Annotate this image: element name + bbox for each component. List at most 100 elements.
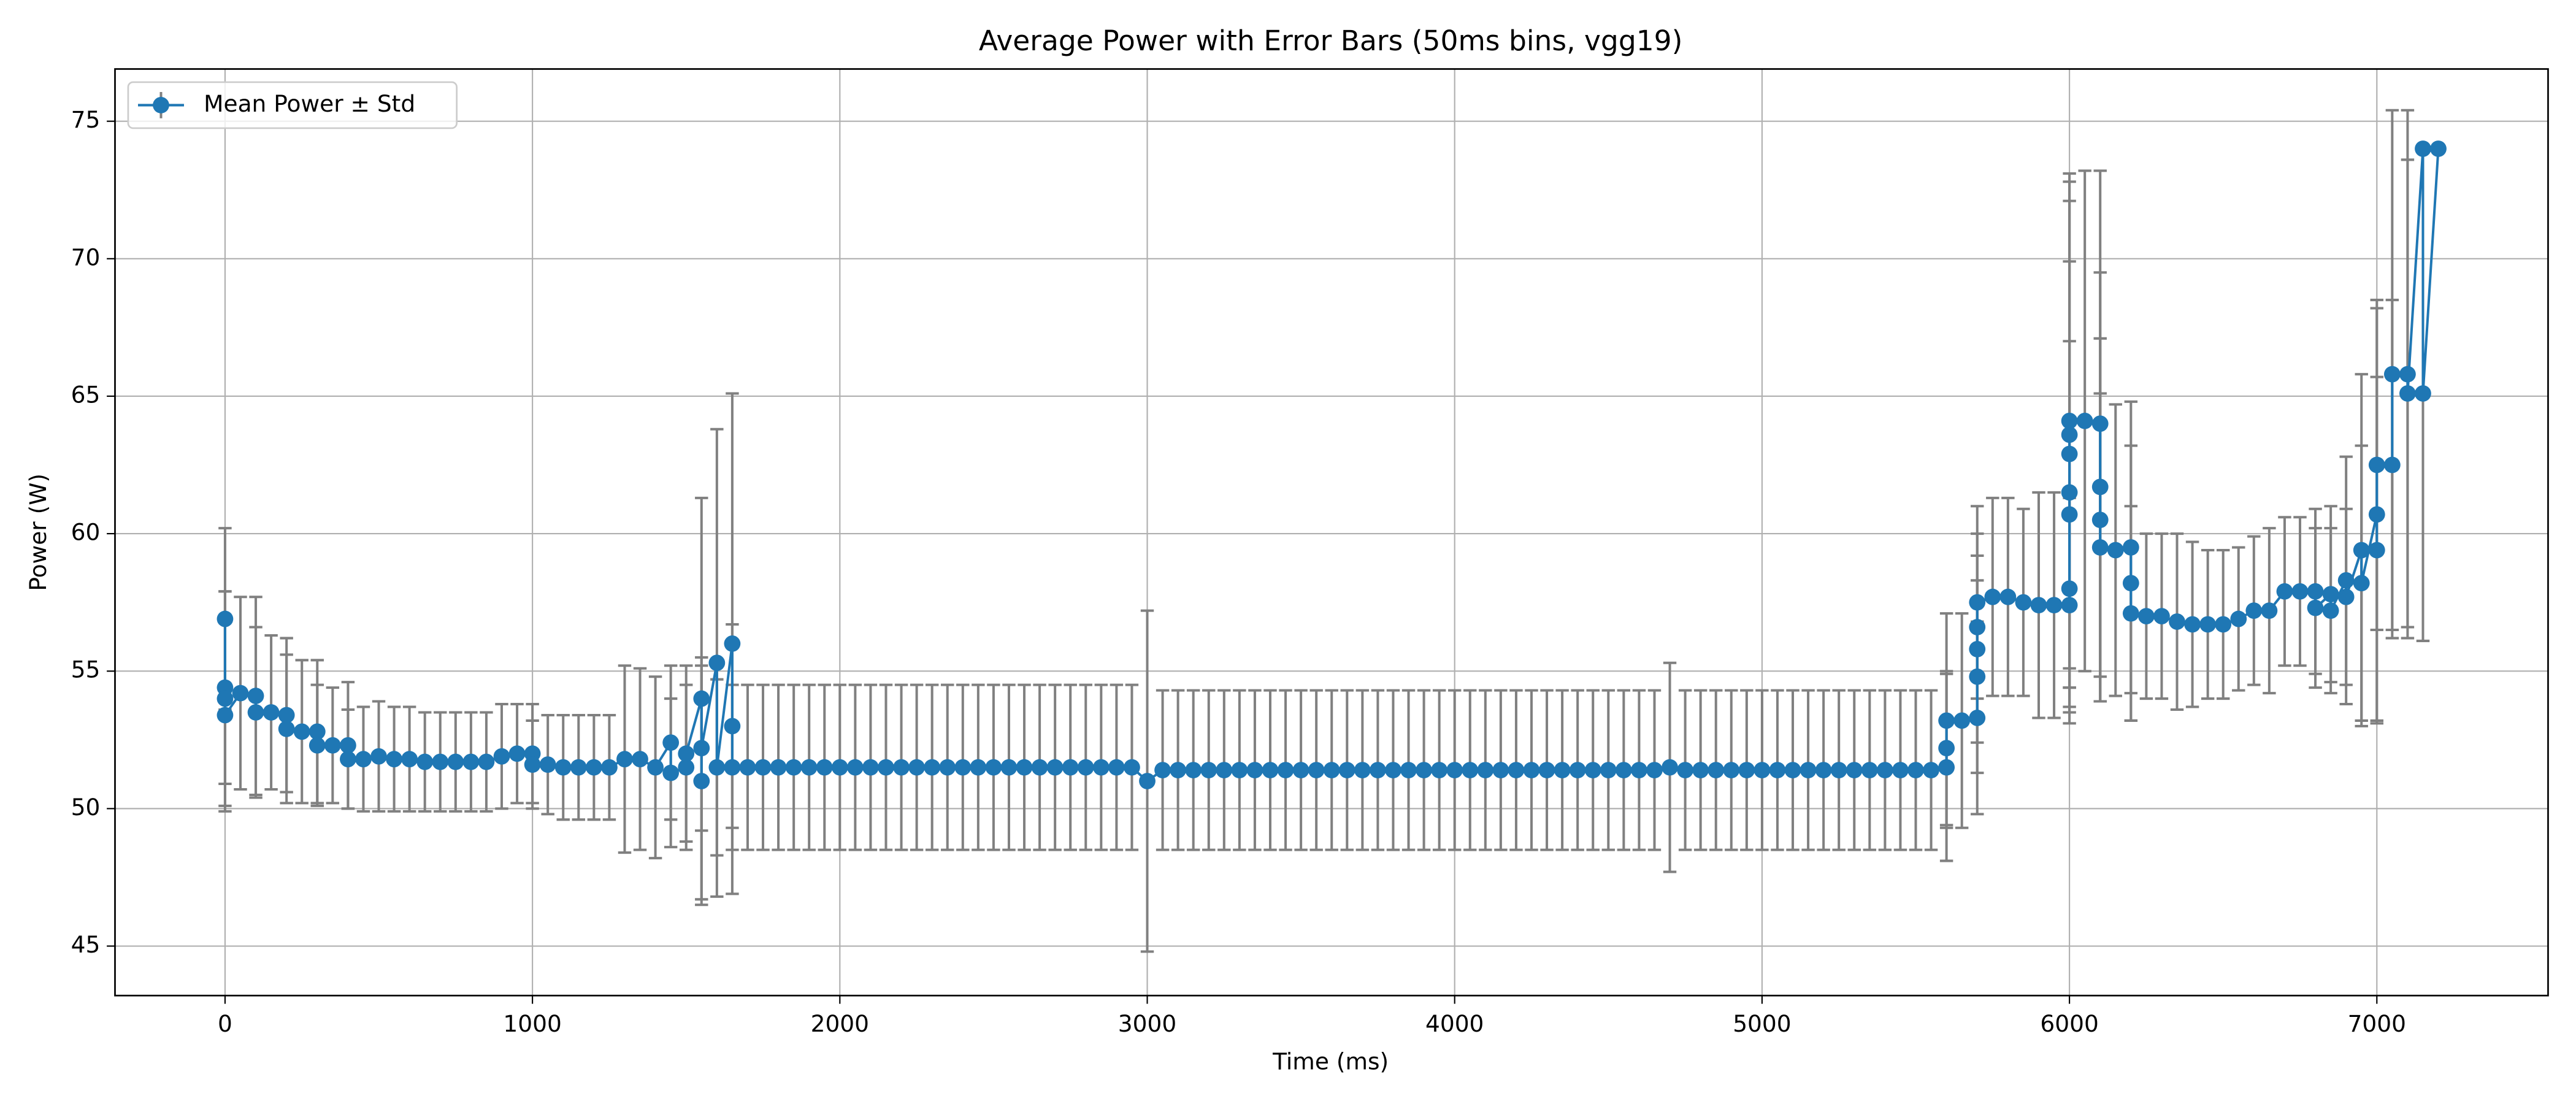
- x-tick-label: 6000: [2040, 1010, 2098, 1037]
- data-point: [1600, 762, 1617, 779]
- data-point: [1999, 588, 2017, 605]
- data-point: [1170, 762, 1187, 779]
- y-tick-label: 70: [71, 243, 101, 270]
- y-tick-label: 55: [71, 656, 101, 683]
- data-point: [554, 759, 572, 776]
- data-point: [739, 759, 756, 776]
- data-point: [2122, 575, 2139, 592]
- data-point: [2353, 575, 2370, 592]
- data-point: [2045, 597, 2063, 614]
- data-point: [2061, 426, 2078, 443]
- data-point: [340, 737, 356, 754]
- data-point: [1969, 710, 1986, 726]
- data-point: [939, 759, 956, 776]
- data-point: [355, 751, 372, 768]
- data-point: [2091, 478, 2109, 496]
- data-point: [1969, 640, 1986, 657]
- data-point: [2415, 385, 2431, 402]
- data-point: [585, 759, 602, 776]
- data-point: [2368, 506, 2385, 523]
- data-point: [785, 759, 802, 776]
- data-point: [985, 759, 1002, 776]
- y-tick-label: 60: [71, 519, 101, 546]
- data-point: [263, 704, 280, 721]
- data-point: [647, 759, 664, 776]
- legend-marker: [153, 97, 169, 113]
- data-point: [2199, 616, 2217, 633]
- data-point: [1108, 759, 1125, 776]
- data-point: [846, 759, 864, 776]
- data-point: [831, 759, 848, 776]
- data-point: [1354, 762, 1371, 779]
- data-point: [247, 688, 264, 704]
- data-point: [1292, 762, 1309, 779]
- data-point: [954, 759, 972, 776]
- data-point: [1569, 762, 1586, 779]
- data-point: [1662, 759, 1678, 776]
- plot-frame: [114, 68, 2549, 997]
- data-point: [2368, 456, 2385, 473]
- data-point: [416, 753, 434, 770]
- data-point: [2245, 602, 2263, 619]
- data-point: [970, 759, 987, 776]
- data-point: [293, 723, 310, 740]
- data-point: [754, 759, 772, 776]
- data-point: [1938, 712, 1955, 729]
- data-point: [2307, 583, 2324, 600]
- data-point: [1508, 762, 1525, 779]
- data-point: [1277, 762, 1294, 779]
- data-point: [1308, 762, 1325, 779]
- data-point: [524, 756, 541, 773]
- data-point: [370, 748, 387, 765]
- x-tick-label: 0: [218, 1010, 232, 1037]
- data-point: [217, 707, 234, 724]
- data-point: [1984, 588, 2001, 605]
- data-point: [662, 764, 680, 781]
- data-point: [1708, 762, 1725, 779]
- data-point: [1723, 762, 1740, 779]
- data-point: [1538, 762, 1555, 779]
- data-point: [570, 759, 587, 776]
- data-point: [678, 745, 695, 762]
- data-point: [2307, 599, 2324, 616]
- data-point: [1462, 762, 1479, 779]
- data-point: [2076, 412, 2093, 429]
- data-point: [2107, 542, 2124, 559]
- data-point: [1231, 762, 1248, 779]
- data-point: [2215, 616, 2232, 633]
- data-point: [462, 753, 480, 770]
- data-point: [816, 759, 833, 776]
- data-point: [1923, 762, 1939, 779]
- data-point: [2122, 539, 2139, 556]
- data-point: [2368, 542, 2385, 559]
- data-point: [924, 759, 941, 776]
- chart-title: Average Power with Error Bars (50ms bins…: [979, 25, 1683, 57]
- data-point: [693, 773, 710, 789]
- data-point: [1938, 740, 1955, 757]
- data-point: [432, 753, 449, 770]
- data-point: [662, 734, 680, 751]
- data-point: [878, 759, 894, 776]
- data-point: [1784, 762, 1801, 779]
- data-point: [2337, 572, 2355, 589]
- data-point: [1139, 773, 1156, 789]
- data-point: [401, 751, 418, 768]
- data-point: [2261, 602, 2278, 619]
- data-point: [2061, 484, 2078, 501]
- data-point: [2061, 412, 2078, 429]
- y-tick-label: 45: [71, 931, 101, 958]
- data-point: [724, 635, 741, 652]
- y-tick-label: 75: [71, 106, 101, 133]
- data-point: [2291, 583, 2309, 600]
- data-point: [1400, 762, 1417, 779]
- data-point: [1216, 762, 1233, 779]
- data-point: [1446, 762, 1463, 779]
- y-tick-label: 50: [71, 794, 101, 821]
- data-point: [1969, 668, 1986, 685]
- data-point: [1754, 762, 1771, 779]
- data-point: [232, 684, 249, 702]
- data-point: [1246, 762, 1263, 779]
- data-point: [1861, 762, 1878, 779]
- data-point: [2430, 140, 2447, 157]
